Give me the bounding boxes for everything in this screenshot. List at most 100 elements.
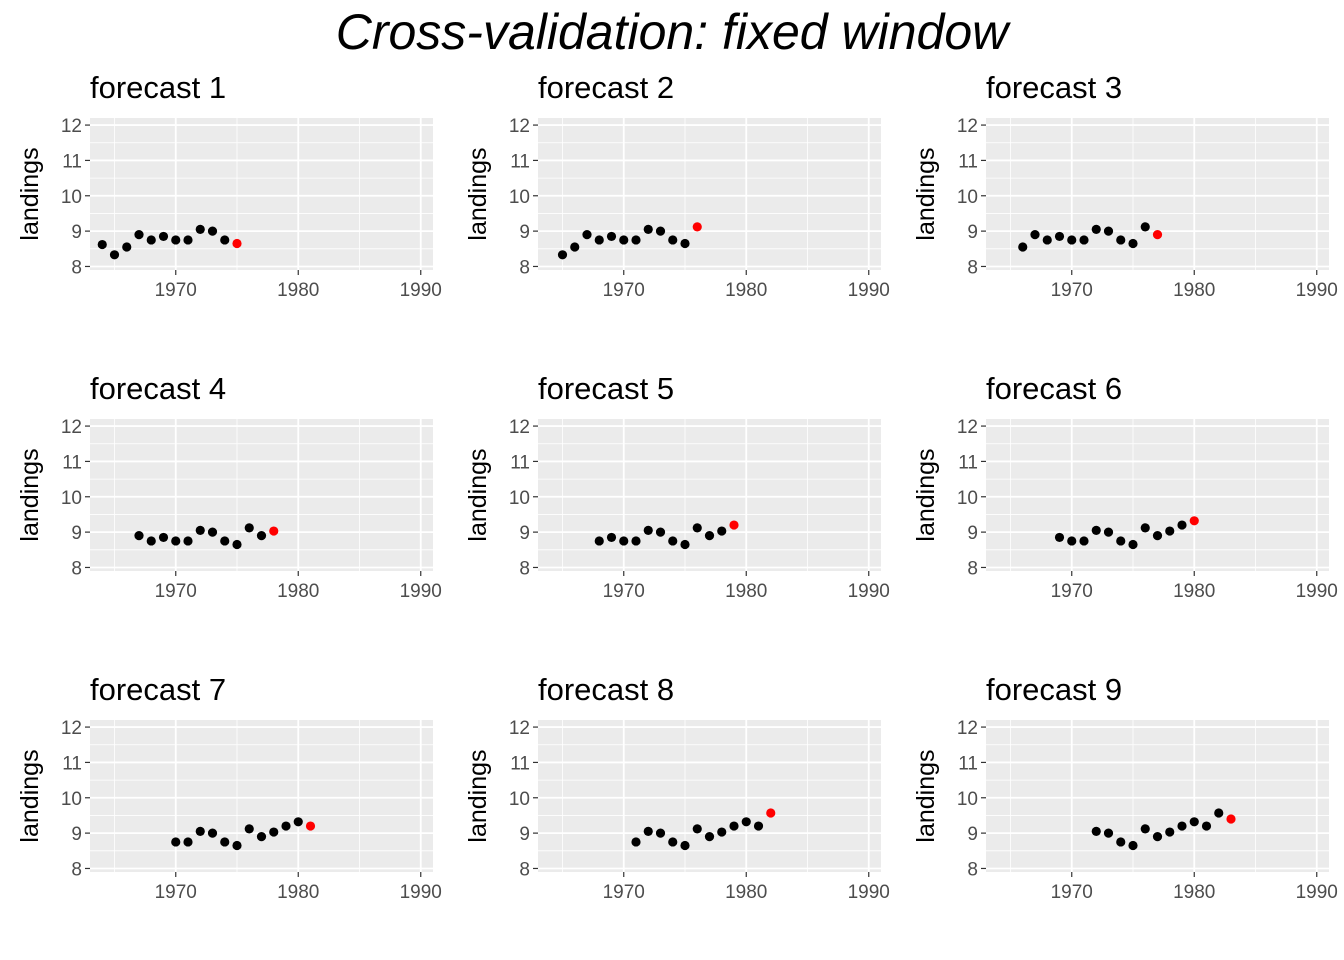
panel-background xyxy=(90,419,433,571)
x-tick-label: 1980 xyxy=(277,280,319,301)
y-tick-label: 8 xyxy=(967,859,978,880)
train-point xyxy=(1054,532,1065,543)
x-tick-label: 1990 xyxy=(400,280,442,301)
y-tick-label: 11 xyxy=(958,753,978,774)
train-point xyxy=(183,837,193,847)
y-axis-label: landings xyxy=(912,749,940,842)
train-point xyxy=(220,536,230,546)
panel-title: forecast 1 xyxy=(90,70,226,105)
panel-7: forecast 7 1970 1980 1990 8 9 10 11 12 landings xyxy=(16,672,442,903)
y-tick-label: 8 xyxy=(71,558,82,579)
y-tick-label: 12 xyxy=(509,417,530,438)
y-tick-label: 10 xyxy=(61,488,82,509)
train-point xyxy=(631,536,641,546)
x-tick-label: 1970 xyxy=(155,581,197,602)
train-point xyxy=(109,250,120,260)
train-point xyxy=(171,536,181,546)
train-point xyxy=(1177,821,1187,831)
panel-background xyxy=(90,118,433,270)
panel-3: forecast 3 1970 1980 1990 8 9 10 11 12 landings xyxy=(912,70,1338,301)
train-point xyxy=(643,826,653,836)
test-point xyxy=(232,238,242,249)
y-tick-label: 10 xyxy=(957,488,978,509)
panel-background xyxy=(538,419,881,571)
y-axis-label: landings xyxy=(16,147,44,240)
panel-background xyxy=(986,419,1329,571)
train-point xyxy=(655,226,666,236)
y-tick-label: 8 xyxy=(967,257,978,278)
train-point xyxy=(1214,808,1224,818)
test-point xyxy=(1189,516,1199,526)
train-point xyxy=(594,536,604,546)
y-tick-label: 12 xyxy=(957,116,978,137)
train-point xyxy=(207,527,218,537)
y-tick-label: 8 xyxy=(519,859,530,880)
train-point xyxy=(1103,527,1114,537)
train-point xyxy=(1201,821,1212,831)
y-axis-label: landings xyxy=(16,749,44,842)
train-point xyxy=(606,231,617,242)
train-point xyxy=(134,531,144,541)
train-point xyxy=(570,242,580,252)
x-tick-label: 1990 xyxy=(400,882,442,903)
panel-1: forecast 1 1970 1980 1990 8 9 10 11 12 landings xyxy=(16,70,442,301)
y-tick-label: 9 xyxy=(71,824,82,845)
train-point xyxy=(1091,224,1101,234)
train-point xyxy=(1152,832,1163,842)
train-point xyxy=(220,837,230,847)
y-tick-label: 9 xyxy=(519,523,530,544)
y-tick-label: 8 xyxy=(519,257,530,278)
x-tick-label: 1970 xyxy=(155,280,197,301)
y-tick-label: 9 xyxy=(71,523,82,544)
y-axis-label: landings xyxy=(464,147,492,240)
train-point xyxy=(1042,235,1052,245)
train-point xyxy=(256,832,267,842)
train-point xyxy=(158,532,169,543)
train-point xyxy=(643,525,653,535)
y-tick-label: 9 xyxy=(519,222,530,243)
y-tick-label: 8 xyxy=(967,558,978,579)
train-point xyxy=(1128,238,1138,249)
train-point xyxy=(619,536,629,546)
y-axis-label: landings xyxy=(912,147,940,240)
y-tick-label: 11 xyxy=(958,452,978,473)
panel-8: forecast 8 1970 1980 1990 8 9 10 11 12 landings xyxy=(464,672,890,903)
x-tick-label: 1980 xyxy=(1173,581,1215,602)
train-point xyxy=(269,827,279,837)
train-point xyxy=(293,817,303,827)
train-point xyxy=(1189,817,1199,827)
y-tick-label: 9 xyxy=(519,824,530,845)
x-tick-label: 1970 xyxy=(155,882,197,903)
x-tick-label: 1970 xyxy=(603,280,645,301)
y-tick-label: 11 xyxy=(510,753,530,774)
train-point xyxy=(1030,230,1040,240)
x-tick-label: 1990 xyxy=(1296,882,1338,903)
train-point xyxy=(183,536,193,546)
test-point xyxy=(766,808,776,818)
y-tick-label: 8 xyxy=(519,558,530,579)
train-point xyxy=(195,525,205,535)
train-point xyxy=(195,826,205,836)
y-tick-label: 10 xyxy=(509,187,530,208)
train-point xyxy=(158,231,169,242)
y-tick-label: 10 xyxy=(509,789,530,810)
train-point xyxy=(606,532,617,543)
y-tick-label: 11 xyxy=(510,452,530,473)
train-point xyxy=(171,235,181,245)
train-point xyxy=(1116,536,1126,546)
y-tick-label: 10 xyxy=(509,488,530,509)
x-tick-label: 1980 xyxy=(1173,882,1215,903)
train-point xyxy=(281,821,291,831)
panel-6: forecast 6 1970 1980 1990 8 9 10 11 12 landings xyxy=(912,371,1338,602)
y-tick-label: 10 xyxy=(61,187,82,208)
x-tick-label: 1980 xyxy=(725,280,767,301)
train-point xyxy=(668,536,678,546)
x-tick-label: 1990 xyxy=(1296,581,1338,602)
x-tick-label: 1990 xyxy=(1296,280,1338,301)
y-axis-label: landings xyxy=(912,448,940,541)
test-point xyxy=(729,520,739,530)
train-point xyxy=(1128,840,1138,851)
train-point xyxy=(1079,235,1089,245)
train-point xyxy=(232,840,242,851)
